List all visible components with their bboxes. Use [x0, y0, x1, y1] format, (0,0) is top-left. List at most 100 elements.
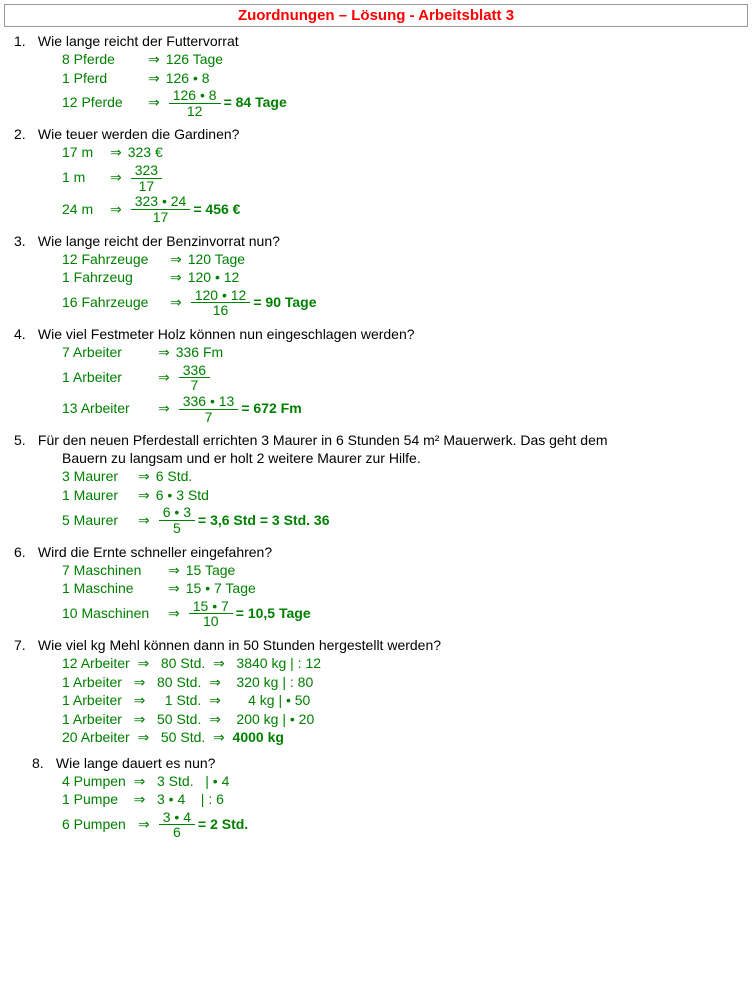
- p2-f3-top: 323 • 24: [131, 194, 191, 210]
- p6-l3-left: 10 Maschinen: [62, 605, 162, 623]
- p2-l1-right: 323 €: [128, 144, 163, 162]
- p4-f2-top: 336: [179, 363, 210, 379]
- p4-line2: 1 Arbeiter ⇒ 336 7: [62, 363, 742, 393]
- arrow-icon: ⇒: [164, 269, 188, 287]
- p1-frac-bot: 12: [183, 104, 207, 119]
- p8-frac-top: 3 • 4: [159, 810, 195, 826]
- p3-frac-top: 120 • 12: [191, 288, 251, 304]
- p3-l2-right: 120 • 12: [188, 269, 240, 287]
- problem-6: 6. Wird die Ernte schneller eingefahren?…: [14, 544, 742, 629]
- solution-5: 3 Maurer ⇒ 6 Std. 1 Maurer ⇒ 6 • 3 Std 5…: [62, 468, 742, 535]
- q3-number: 3.: [14, 233, 34, 249]
- p1-l2-left: 1 Pferd: [62, 70, 142, 88]
- p5-frac-top: 6 • 3: [159, 505, 195, 521]
- p6-line1: 7 Maschinen ⇒ 15 Tage: [62, 562, 742, 580]
- p5-fraction: 6 • 3 5: [159, 505, 195, 535]
- question-4: 4. Wie viel Festmeter Holz können nun ei…: [14, 326, 742, 342]
- p4-fraction3: 336 • 13 7: [179, 394, 239, 424]
- p5-l1-left: 3 Maurer: [62, 468, 132, 486]
- p1-l1-left: 8 Pferde: [62, 51, 142, 69]
- solution-6: 7 Maschinen ⇒ 15 Tage 1 Maschine ⇒ 15 • …: [62, 562, 742, 629]
- p2-f2-bot: 17: [135, 179, 159, 194]
- p2-fraction2: 323 17: [131, 163, 162, 193]
- arrow-icon: ⇒: [142, 51, 166, 69]
- arrow-icon: ⇒: [142, 94, 166, 112]
- p5-l2-left: 1 Maurer: [62, 487, 132, 505]
- q5-text-line2: Bauern zu langsam und er holt 2 weitere …: [62, 450, 742, 466]
- p4-fraction2: 336 7: [179, 363, 210, 393]
- arrow-icon: ⇒: [104, 144, 128, 162]
- arrow-icon: ⇒: [132, 512, 156, 530]
- problem-2: 2. Wie teuer werden die Gardinen? 17 m ⇒…: [14, 126, 742, 224]
- problem-7: 7. Wie viel kg Mehl können dann in 50 St…: [14, 637, 742, 747]
- p6-l1-right: 15 Tage: [186, 562, 236, 580]
- arrow-icon: ⇒: [152, 400, 176, 418]
- p5-l2-right: 6 • 3 Std: [156, 487, 209, 505]
- p5-frac-bot: 5: [169, 521, 185, 536]
- solution-3: 12 Fahrzeuge ⇒ 120 Tage 1 Fahrzeug ⇒ 120…: [62, 251, 742, 318]
- p2-l2-left: 1 m: [62, 169, 104, 187]
- problem-8: 8. Wie lange dauert es nun? 4 Pumpen ⇒ 3…: [32, 755, 742, 840]
- p1-line3: 12 Pferde ⇒ 126 • 8 12 = 84 Tage: [62, 88, 742, 118]
- p4-f3-top: 336 • 13: [179, 394, 239, 410]
- p7-row2: 1 Arbeiter ⇒ 80 Std. ⇒ 320 kg | : 80: [62, 674, 742, 692]
- p7-row4: 1 Arbeiter ⇒ 50 Std. ⇒ 200 kg | • 20: [62, 711, 742, 729]
- p5-line1: 3 Maurer ⇒ 6 Std.: [62, 468, 742, 486]
- worksheet-title: Zuordnungen – Lösung - Arbeitsblatt 3: [4, 4, 748, 27]
- p2-f3-bot: 17: [149, 210, 173, 225]
- p2-f2-top: 323: [131, 163, 162, 179]
- p7-r5-left: 20 Arbeiter ⇒ 50 Std. ⇒: [62, 729, 233, 747]
- q1-number: 1.: [14, 33, 34, 49]
- p8-result: = 2 Std.: [198, 816, 248, 834]
- arrow-icon: ⇒: [152, 344, 176, 362]
- p6-fraction: 15 • 7 10: [189, 599, 233, 629]
- p6-l2-right: 15 • 7 Tage: [186, 580, 256, 598]
- solution-2: 17 m ⇒ 323 € 1 m ⇒ 323 17 24 m ⇒ 323 • 2…: [62, 144, 742, 224]
- problem-4: 4. Wie viel Festmeter Holz können nun ei…: [14, 326, 742, 424]
- question-6: 6. Wird die Ernte schneller eingefahren?: [14, 544, 742, 560]
- p1-l2-right: 126 • 8: [166, 70, 210, 88]
- solution-1: 8 Pferde ⇒ 126 Tage 1 Pferd ⇒ 126 • 8 12…: [62, 51, 742, 118]
- p5-l1-right: 6 Std.: [156, 468, 193, 486]
- p2-line2: 1 m ⇒ 323 17: [62, 163, 742, 193]
- p6-line3: 10 Maschinen ⇒ 15 • 7 10 = 10,5 Tage: [62, 599, 742, 629]
- p3-line3: 16 Fahrzeuge ⇒ 120 • 12 16 = 90 Tage: [62, 288, 742, 318]
- p2-line1: 17 m ⇒ 323 €: [62, 144, 742, 162]
- problem-1: 1. Wie lange reicht der Futtervorrat 8 P…: [14, 33, 742, 118]
- p7-row3: 1 Arbeiter ⇒ 1 Std. ⇒ 4 kg | • 50: [62, 692, 742, 710]
- p6-frac-top: 15 • 7: [189, 599, 233, 615]
- solution-7: 12 Arbeiter ⇒ 80 Std. ⇒ 3840 kg | : 12 1…: [62, 655, 742, 747]
- arrow-icon: ⇒: [132, 487, 156, 505]
- p4-result: = 672 Fm: [241, 400, 301, 418]
- q1-text: Wie lange reicht der Futtervorrat: [38, 33, 239, 49]
- p7-result: 4000 kg: [233, 729, 284, 747]
- p3-result: = 90 Tage: [253, 294, 316, 312]
- question-1: 1. Wie lange reicht der Futtervorrat: [14, 33, 742, 49]
- p5-line3: 5 Maurer ⇒ 6 • 3 5 = 3,6 Std = 3 Std. 36: [62, 505, 742, 535]
- p4-f3-bot: 7: [201, 410, 217, 425]
- p8-line3: 6 Pumpen ⇒ 3 • 4 6 = 2 Std.: [62, 810, 742, 840]
- p5-l3-left: 5 Maurer: [62, 512, 132, 530]
- p8-fraction: 3 • 4 6: [159, 810, 195, 840]
- p3-l1-right: 120 Tage: [188, 251, 245, 269]
- arrow-icon: ⇒: [162, 580, 186, 598]
- p1-result: = 84 Tage: [224, 94, 287, 112]
- p2-l3-left: 24 m: [62, 201, 104, 219]
- p7-row1: 12 Arbeiter ⇒ 80 Std. ⇒ 3840 kg | : 12: [62, 655, 742, 673]
- problem-5: 5. Für den neuen Pferdestall errichten 3…: [14, 432, 742, 535]
- p1-line2: 1 Pferd ⇒ 126 • 8: [62, 70, 742, 88]
- p3-l3-left: 16 Fahrzeuge: [62, 294, 164, 312]
- q6-number: 6.: [14, 544, 34, 560]
- question-2: 2. Wie teuer werden die Gardinen?: [14, 126, 742, 142]
- p5-line2: 1 Maurer ⇒ 6 • 3 Std: [62, 487, 742, 505]
- arrow-icon: ⇒: [104, 169, 128, 187]
- p3-l2-left: 1 Fahrzeug: [62, 269, 164, 287]
- p3-line1: 12 Fahrzeuge ⇒ 120 Tage: [62, 251, 742, 269]
- question-8: 8. Wie lange dauert es nun?: [32, 755, 742, 771]
- q5-text-line1: Für den neuen Pferdestall errichten 3 Ma…: [38, 432, 608, 448]
- question-7: 7. Wie viel kg Mehl können dann in 50 St…: [14, 637, 742, 653]
- p5-result: = 3,6 Std = 3 Std. 36: [198, 512, 330, 530]
- p1-l3-left: 12 Pferde: [62, 94, 142, 112]
- arrow-icon: ⇒: [132, 468, 156, 486]
- worksheet-content: 1. Wie lange reicht der Futtervorrat 8 P…: [0, 33, 752, 868]
